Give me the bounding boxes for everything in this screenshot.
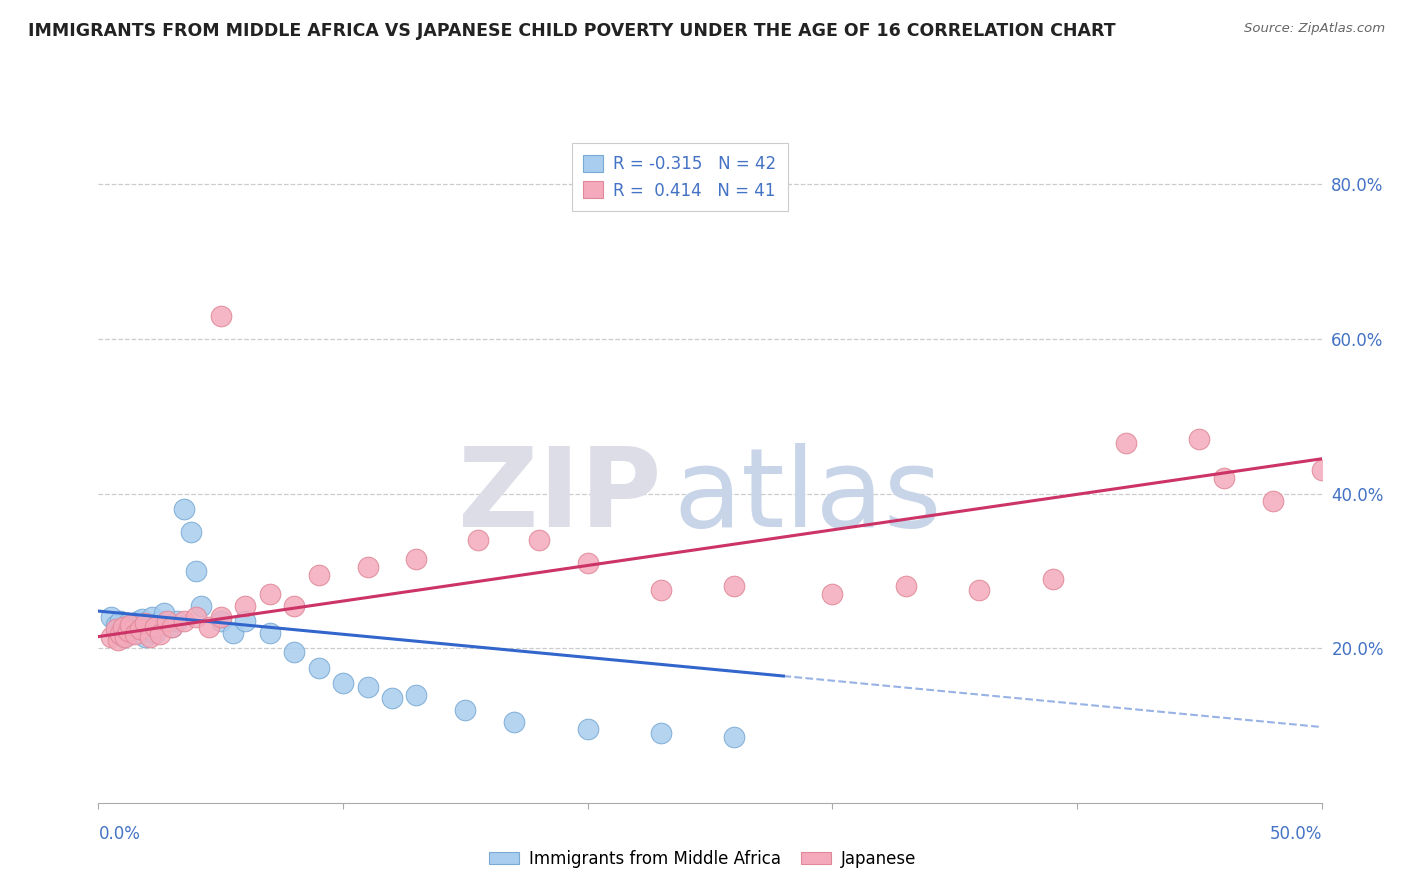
Point (141, 610, 163, 624)
Point (117, 616, 139, 631)
Point (104, 618, 127, 632)
Point (723, 579, 745, 593)
Point (143, 619, 166, 633)
Point (650, 726, 672, 740)
Text: 0.0%: 0.0% (98, 825, 141, 843)
Point (131, 612, 153, 626)
Point (1188, 433, 1211, 447)
Point (222, 625, 245, 640)
Point (104, 622, 127, 636)
Point (136, 622, 159, 636)
Point (381, 691, 404, 706)
Point (114, 619, 136, 633)
Point (149, 627, 172, 641)
Text: atlas: atlas (673, 443, 942, 550)
Point (186, 610, 208, 624)
Y-axis label: Child Poverty Under the Age of 16: Child Poverty Under the Age of 16 (0, 318, 7, 592)
Point (134, 616, 156, 631)
Point (114, 630, 136, 644)
Point (894, 579, 917, 593)
Point (180, 525, 202, 540)
Point (405, 688, 427, 702)
Point (110, 627, 132, 641)
Point (576, 723, 599, 737)
Point (1042, 572, 1064, 586)
Point (160, 619, 183, 633)
Point (124, 627, 146, 641)
Text: ZIP: ZIP (458, 443, 661, 550)
Point (139, 618, 162, 632)
Point (129, 625, 152, 640)
Point (467, 533, 489, 547)
Point (124, 618, 146, 632)
Point (111, 622, 134, 636)
Point (186, 564, 208, 578)
Point (100, 630, 122, 644)
Point (139, 630, 162, 644)
Point (454, 703, 477, 717)
Text: IMMIGRANTS FROM MIDDLE AFRICA VS JAPANESE CHILD POVERTY UNDER THE AGE OF 16 CORR: IMMIGRANTS FROM MIDDLE AFRICA VS JAPANES… (28, 22, 1116, 40)
Point (121, 621, 143, 635)
Point (197, 619, 219, 633)
Point (100, 610, 122, 624)
Point (405, 552, 427, 566)
Point (283, 599, 305, 613)
Point (967, 583, 990, 598)
Point (356, 560, 378, 574)
Point (308, 567, 330, 582)
Point (233, 614, 256, 628)
Point (120, 618, 142, 632)
Point (650, 583, 672, 598)
Point (503, 714, 526, 729)
Point (110, 614, 132, 628)
Point (173, 502, 195, 516)
Point (1310, 463, 1333, 477)
Point (153, 607, 176, 621)
Point (129, 622, 152, 636)
Point (120, 627, 142, 641)
Point (209, 610, 232, 624)
Point (107, 625, 129, 640)
Point (156, 614, 179, 628)
Point (1212, 471, 1234, 485)
Point (332, 676, 354, 690)
Point (134, 630, 156, 644)
Point (111, 630, 134, 644)
Point (107, 633, 129, 648)
Point (308, 660, 330, 674)
Legend: R = -0.315   N = 42, R =  0.414   N = 41: R = -0.315 N = 42, R = 0.414 N = 41 (572, 144, 787, 211)
Point (143, 625, 166, 640)
Point (173, 614, 195, 628)
Point (117, 624, 139, 639)
Point (259, 587, 281, 601)
Point (127, 614, 149, 628)
Text: 50.0%: 50.0% (1270, 825, 1322, 843)
Point (233, 599, 256, 613)
Point (209, 614, 232, 628)
Point (723, 730, 745, 744)
Point (166, 614, 188, 628)
Point (190, 599, 212, 613)
Legend: Immigrants from Middle Africa, Japanese: Immigrants from Middle Africa, Japanese (482, 844, 924, 875)
Point (576, 556, 599, 570)
Point (160, 619, 183, 633)
Point (821, 587, 844, 601)
Point (111, 619, 134, 633)
Text: Source: ZipAtlas.com: Source: ZipAtlas.com (1244, 22, 1385, 36)
Point (356, 680, 378, 694)
Point (283, 645, 305, 659)
Point (149, 614, 172, 628)
Point (1115, 436, 1137, 450)
Point (1261, 494, 1284, 508)
Point (209, 309, 232, 323)
Point (259, 625, 281, 640)
Point (527, 533, 550, 547)
